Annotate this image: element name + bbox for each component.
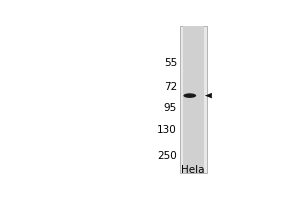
Text: 55: 55 bbox=[164, 58, 177, 68]
Text: Hela: Hela bbox=[181, 165, 205, 175]
Ellipse shape bbox=[183, 93, 196, 98]
Polygon shape bbox=[205, 93, 212, 98]
Bar bbox=[181, 26, 207, 173]
Text: 130: 130 bbox=[157, 125, 177, 135]
Text: 95: 95 bbox=[164, 103, 177, 113]
Text: 72: 72 bbox=[164, 82, 177, 92]
Bar bbox=[183, 26, 204, 173]
Text: 250: 250 bbox=[157, 151, 177, 161]
